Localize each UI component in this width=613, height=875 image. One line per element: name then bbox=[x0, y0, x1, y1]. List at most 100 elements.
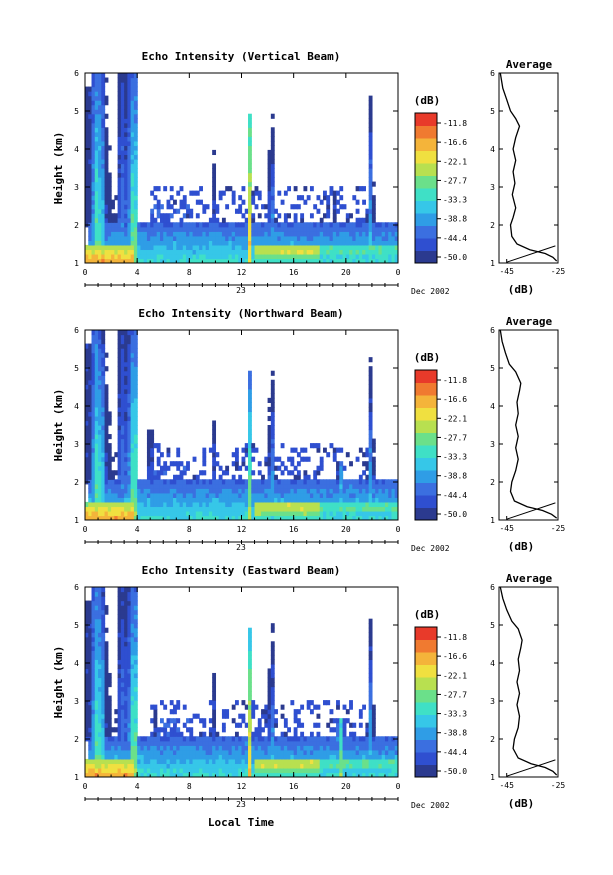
heatmap-cell bbox=[368, 686, 373, 692]
heatmap-cell bbox=[195, 253, 200, 260]
heatmap-cell bbox=[120, 415, 125, 422]
heatmap-cell bbox=[287, 763, 292, 769]
heatmap-cell bbox=[85, 731, 89, 737]
heatmap-cell bbox=[104, 452, 109, 458]
heatmap-cell bbox=[251, 199, 256, 205]
heatmap-cell bbox=[101, 425, 106, 431]
heatmap-cell bbox=[130, 510, 135, 517]
heatmap-cell bbox=[296, 515, 301, 520]
heatmap-cell bbox=[91, 348, 96, 354]
heatmap-cell bbox=[215, 772, 220, 777]
heatmap-cell bbox=[153, 244, 158, 251]
heatmap-cell bbox=[179, 515, 184, 520]
heatmap-cell bbox=[101, 118, 106, 124]
heatmap-cell bbox=[117, 411, 122, 417]
heatmap-cell bbox=[85, 686, 89, 692]
heatmap-cell bbox=[140, 253, 145, 260]
heatmap-cell bbox=[101, 384, 106, 390]
heatmap-cell bbox=[107, 749, 112, 755]
heatmap-cell bbox=[303, 258, 308, 263]
heatmap-cell bbox=[303, 199, 308, 205]
heatmap-cell bbox=[117, 479, 122, 485]
heatmap-cell bbox=[316, 772, 321, 777]
heatmap-cell bbox=[156, 253, 161, 260]
heatmap-cell bbox=[127, 727, 132, 733]
heatmap-cell bbox=[153, 713, 158, 719]
heatmap-cell bbox=[381, 231, 386, 237]
heatmap-cell bbox=[117, 343, 122, 349]
heatmap-cell bbox=[124, 127, 128, 133]
heatmap-cell bbox=[287, 740, 292, 746]
heatmap-cell bbox=[163, 501, 168, 508]
heatmap-cell bbox=[215, 258, 220, 263]
heatmap-cell bbox=[270, 677, 275, 683]
heatmap-cell bbox=[251, 447, 256, 453]
heatmap-cell bbox=[88, 172, 93, 178]
heatmap-cell bbox=[248, 510, 252, 517]
heatmap-cell bbox=[270, 131, 275, 137]
heatmap-cell bbox=[202, 718, 207, 724]
heatmap-cell bbox=[326, 213, 331, 219]
heatmap-cell bbox=[156, 754, 161, 760]
heatmap-cell bbox=[101, 704, 106, 710]
heatmap-cell bbox=[107, 731, 112, 737]
heatmap-cell bbox=[130, 109, 135, 115]
heatmap-cell bbox=[257, 249, 262, 255]
heatmap-cell bbox=[88, 425, 93, 431]
heatmap-cell bbox=[124, 641, 128, 647]
heatmap-cell bbox=[133, 149, 138, 156]
heatmap-cell bbox=[101, 510, 106, 517]
heatmap-cell bbox=[192, 772, 197, 777]
heatmap-cell bbox=[257, 740, 262, 746]
heatmap-cell bbox=[238, 497, 243, 503]
heatmap-cell bbox=[94, 104, 99, 110]
heatmap-cell bbox=[241, 510, 246, 517]
heatmap-cell bbox=[287, 479, 292, 485]
heatmap-cell bbox=[238, 736, 243, 742]
heatmap-cell bbox=[205, 226, 210, 232]
heatmap-cell bbox=[199, 253, 203, 260]
heatmap-cell bbox=[186, 208, 190, 214]
heatmap-cell bbox=[107, 758, 112, 765]
heatmap-cell bbox=[120, 672, 125, 679]
heatmap-cell bbox=[85, 357, 89, 363]
heatmap-cell bbox=[231, 501, 236, 508]
y-tick-label: 1 bbox=[74, 259, 79, 268]
heatmap-cell bbox=[225, 226, 230, 232]
heatmap-cell bbox=[88, 682, 93, 688]
heatmap-cell bbox=[120, 722, 125, 728]
heatmap-cell bbox=[169, 479, 174, 485]
heatmap-cell bbox=[163, 240, 168, 246]
heatmap-cell bbox=[117, 654, 122, 660]
heatmap-cell bbox=[270, 145, 275, 151]
heatmap-cell bbox=[313, 244, 318, 251]
heatmap-cell bbox=[91, 749, 96, 755]
heatmap-cell bbox=[130, 131, 135, 137]
heatmap-cell bbox=[130, 722, 135, 728]
heatmap-cell bbox=[120, 700, 125, 706]
heatmap-cell bbox=[362, 244, 366, 251]
heatmap-cell bbox=[133, 672, 138, 679]
heatmap-cell bbox=[94, 82, 99, 88]
heatmap-cell bbox=[313, 767, 318, 774]
heatmap-cell bbox=[179, 479, 184, 485]
heatmap-cell bbox=[124, 109, 128, 115]
heatmap-cell bbox=[287, 240, 292, 246]
heatmap-cell bbox=[244, 222, 249, 228]
heatmap-cell bbox=[368, 186, 373, 192]
heatmap-cell bbox=[283, 718, 288, 724]
heatmap-cell bbox=[293, 479, 298, 485]
heatmap-cell bbox=[277, 258, 282, 263]
heatmap-cell bbox=[166, 258, 171, 263]
heatmap-cell bbox=[309, 515, 314, 520]
heatmap-cell bbox=[339, 465, 344, 471]
heatmap-cell bbox=[176, 506, 181, 512]
heatmap-cell bbox=[104, 226, 109, 232]
heatmap-cell bbox=[300, 740, 305, 746]
heatmap-cell bbox=[133, 415, 138, 422]
heatmap-cell bbox=[130, 158, 135, 165]
heatmap-cell bbox=[117, 330, 122, 336]
heatmap-cell bbox=[120, 375, 125, 381]
heatmap-cell bbox=[257, 483, 262, 489]
heatmap-cell bbox=[342, 515, 347, 520]
